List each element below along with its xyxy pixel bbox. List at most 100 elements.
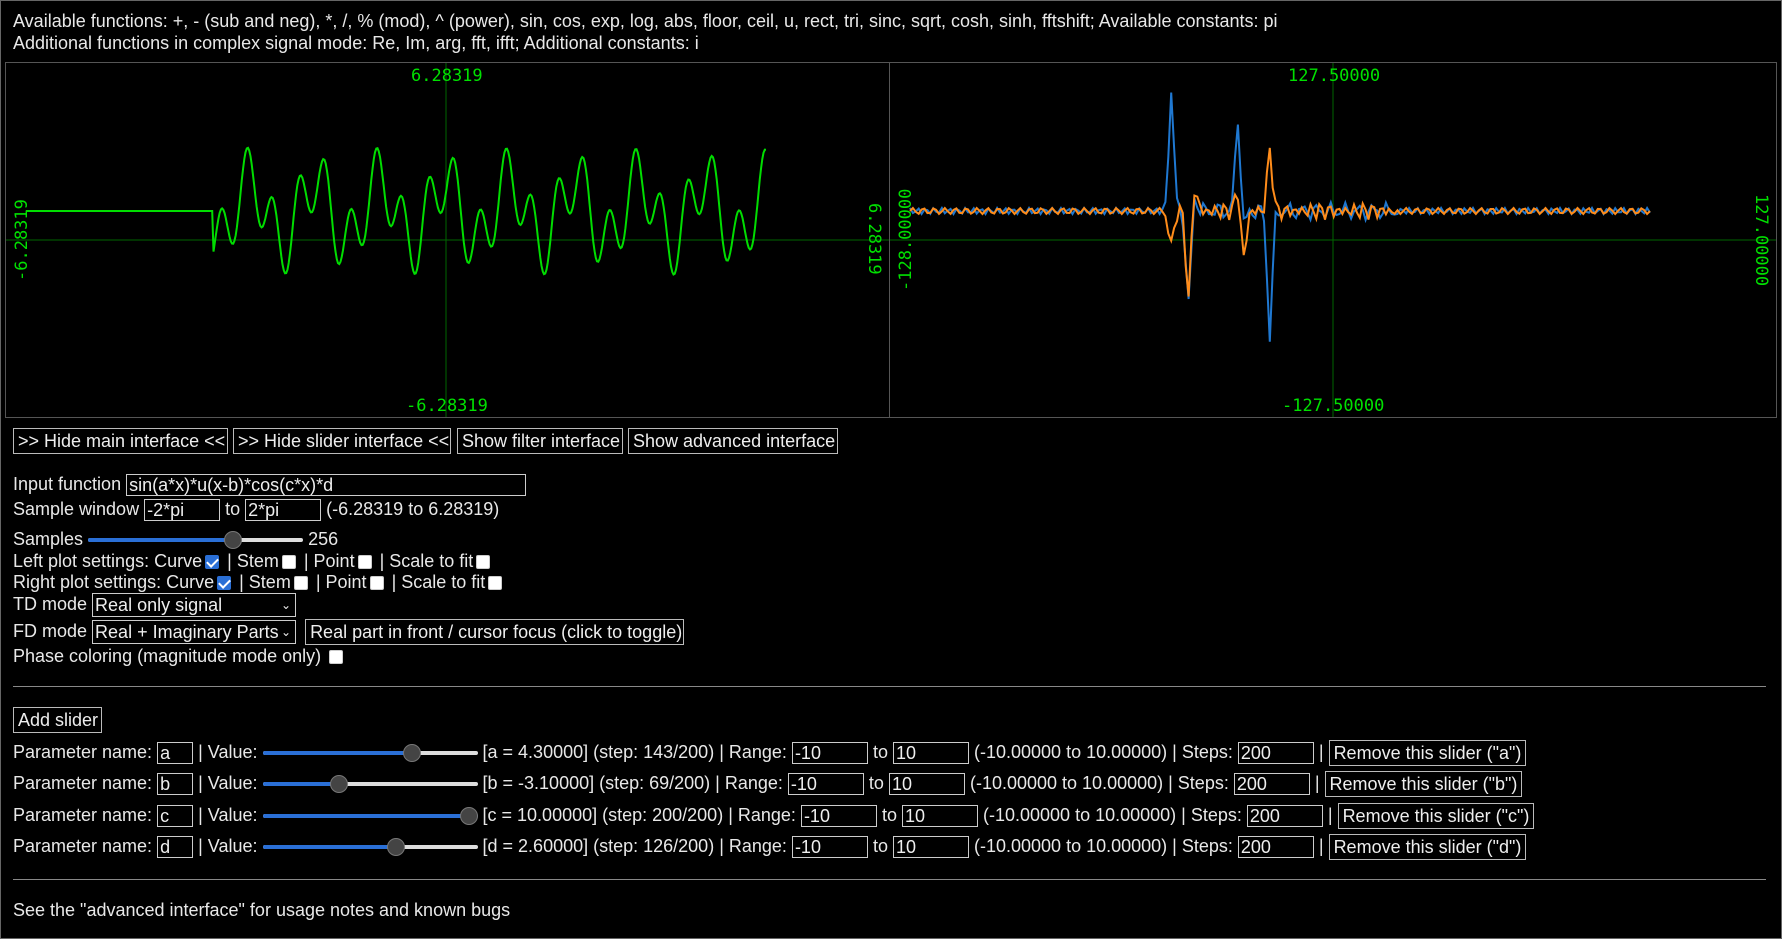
steps-field[interactable]: 200 bbox=[1246, 805, 1323, 827]
show-filter-interface-button[interactable]: Show filter interface bbox=[457, 428, 623, 454]
param-slider[interactable] bbox=[262, 805, 478, 827]
remove-slider-button[interactable]: Remove this slider ("d") bbox=[1328, 834, 1527, 860]
hide-main-interface-button[interactable]: >> Hide main interface << bbox=[13, 428, 228, 454]
param-slider-thumb[interactable] bbox=[386, 838, 405, 856]
fd-bottom-label: -127.50000 bbox=[1282, 396, 1385, 416]
slider-row-d: Parameter name: d | Value: [d = 2.60000]… bbox=[13, 834, 1527, 860]
param-slider[interactable] bbox=[262, 742, 478, 764]
fd-top-label: 127.50000 bbox=[1288, 66, 1381, 86]
fd-mode-select[interactable]: Real + Imaginary Parts ⌄ bbox=[92, 620, 297, 644]
show-advanced-interface-button[interactable]: Show advanced interface bbox=[628, 428, 838, 454]
sample-from-field[interactable]: -2*pi bbox=[144, 499, 221, 522]
param-name-field[interactable]: a bbox=[157, 742, 194, 764]
param-name-field[interactable]: c bbox=[157, 805, 194, 827]
samples-slider-thumb[interactable] bbox=[223, 531, 242, 550]
right-stem-label: | Stem bbox=[239, 572, 291, 592]
param-slider-thumb[interactable] bbox=[403, 744, 422, 762]
right-scale-label: | Scale to fit bbox=[391, 572, 486, 592]
range-from-field[interactable]: -10 bbox=[800, 805, 877, 827]
param-slider[interactable] bbox=[262, 836, 478, 858]
range-to-field[interactable]: 10 bbox=[892, 836, 969, 858]
param-name-label: Parameter name: bbox=[13, 804, 153, 825]
add-slider-button[interactable]: Add slider bbox=[13, 707, 102, 733]
range-from-field[interactable]: -10 bbox=[791, 742, 868, 764]
right-stem-checkbox[interactable] bbox=[293, 576, 308, 591]
right-point-checkbox[interactable] bbox=[369, 576, 384, 591]
param-slider-fill bbox=[262, 845, 398, 849]
sample-window-row: Sample window -2*pi to 2*pi (-6.28319 to… bbox=[13, 498, 500, 522]
frequency-domain-plot[interactable]: 127.50000 -127.50000 -128.00000 127.0000… bbox=[890, 63, 1776, 417]
left-point-checkbox[interactable] bbox=[357, 555, 372, 570]
td-bottom-label: -6.28319 bbox=[406, 396, 488, 416]
input-function-label: Input function bbox=[13, 474, 122, 494]
fd-real-curve bbox=[909, 147, 1651, 297]
param-value-label: | Value: bbox=[198, 835, 258, 856]
phase-coloring-checkbox[interactable] bbox=[329, 650, 344, 665]
samples-row: Samples 256 bbox=[13, 528, 338, 551]
remove-slider-button[interactable]: Remove this slider ("b") bbox=[1324, 771, 1523, 797]
td-right-label: 6.28319 bbox=[864, 203, 884, 275]
fd-mode-row: FD mode Real + Imaginary Parts ⌄ Real par… bbox=[13, 619, 685, 645]
frequency-domain-canvas bbox=[890, 63, 1776, 417]
param-name-field[interactable]: b bbox=[157, 773, 194, 795]
right-point-label: | Point bbox=[315, 572, 367, 592]
steps-field[interactable]: 200 bbox=[1233, 773, 1310, 795]
param-info: [a = 4.30000] (step: 143/200) | Range: bbox=[482, 741, 787, 762]
param-name-field[interactable]: d bbox=[157, 836, 194, 858]
chevron-down-icon: ⌄ bbox=[280, 598, 292, 613]
left-curve-label: Curve bbox=[154, 551, 203, 571]
right-settings-label: Right plot settings: bbox=[13, 572, 162, 592]
slider-row-c: Parameter name: c | Value: [c = 10.00000… bbox=[13, 803, 1535, 829]
right-scale-checkbox[interactable] bbox=[488, 576, 503, 591]
param-slider[interactable] bbox=[262, 773, 478, 795]
time-domain-canvas bbox=[6, 63, 889, 417]
param-slider-thumb[interactable] bbox=[459, 807, 478, 825]
steps-field[interactable]: 200 bbox=[1237, 742, 1314, 764]
range-to-field[interactable]: 10 bbox=[888, 773, 965, 795]
right-plot-settings-row: Right plot settings: Curve | Stem | Poin… bbox=[13, 571, 505, 593]
samples-slider-fill bbox=[88, 538, 237, 543]
divider bbox=[13, 879, 1766, 880]
td-mode-select[interactable]: Real only signal ⌄ bbox=[92, 593, 297, 618]
left-scale-checkbox[interactable] bbox=[476, 555, 491, 570]
param-info: [c = 10.00000] (step: 200/200) | Range: bbox=[482, 804, 796, 825]
phase-coloring-row: Phase coloring (magnitude mode only) bbox=[13, 645, 346, 667]
sample-range-text: (-6.28319 to 6.28319) bbox=[326, 499, 500, 519]
right-curve-label: Curve bbox=[166, 572, 215, 592]
phase-coloring-label: Phase coloring (magnitude mode only) bbox=[13, 646, 322, 666]
param-value-label: | Value: bbox=[198, 772, 258, 793]
right-curve-checkbox[interactable] bbox=[217, 576, 232, 591]
param-slider-fill bbox=[262, 814, 478, 818]
fd-mode-value: Real + Imaginary Parts bbox=[95, 622, 279, 642]
toggle-front-button[interactable]: Real part in front / cursor focus (click… bbox=[305, 619, 685, 645]
remove-slider-button[interactable]: Remove this slider ("c") bbox=[1337, 803, 1535, 829]
param-slider-fill bbox=[262, 782, 337, 786]
samples-label: Samples bbox=[13, 529, 84, 549]
range-to-field[interactable]: 10 bbox=[892, 742, 969, 764]
sample-to-field[interactable]: 2*pi bbox=[245, 499, 322, 522]
samples-slider[interactable] bbox=[88, 529, 304, 551]
td-signal-curve bbox=[26, 146, 767, 276]
remove-slider-button[interactable]: Remove this slider ("a") bbox=[1328, 740, 1527, 766]
param-info: [d = 2.60000] (step: 126/200) | Range: bbox=[482, 835, 787, 856]
chevron-down-icon: ⌄ bbox=[280, 625, 292, 639]
time-domain-plot[interactable]: 6.28319 -6.28319 -6.28319 6.28319 bbox=[6, 63, 890, 417]
input-function-field[interactable]: sin(a*x)*u(x-b)*cos(c*x)*d bbox=[126, 474, 527, 497]
sample-to-label: to bbox=[225, 499, 241, 519]
range-from-field[interactable]: -10 bbox=[791, 836, 868, 858]
left-curve-checkbox[interactable] bbox=[205, 555, 220, 570]
steps-field[interactable]: 200 bbox=[1237, 836, 1314, 858]
functions-list: Available functions: +, - (sub and neg),… bbox=[13, 11, 1278, 31]
range-to-field[interactable]: 10 bbox=[901, 805, 978, 827]
param-slider-thumb[interactable] bbox=[330, 775, 349, 793]
divider bbox=[13, 686, 1766, 687]
param-value-label: | Value: bbox=[198, 741, 258, 762]
fd-left-label: -128.00000 bbox=[896, 188, 916, 291]
range-to-label: to bbox=[872, 835, 888, 856]
hide-slider-interface-button[interactable]: >> Hide slider interface << bbox=[233, 428, 451, 454]
range-text: (-10.00000 to 10.00000) | Steps: bbox=[983, 804, 1242, 825]
param-info: [b = -3.10000] (step: 69/200) | Range: bbox=[482, 772, 783, 793]
range-from-field[interactable]: -10 bbox=[787, 773, 864, 795]
range-text: (-10.00000 to 10.00000) | Steps: bbox=[974, 741, 1233, 762]
left-stem-checkbox[interactable] bbox=[281, 555, 296, 570]
